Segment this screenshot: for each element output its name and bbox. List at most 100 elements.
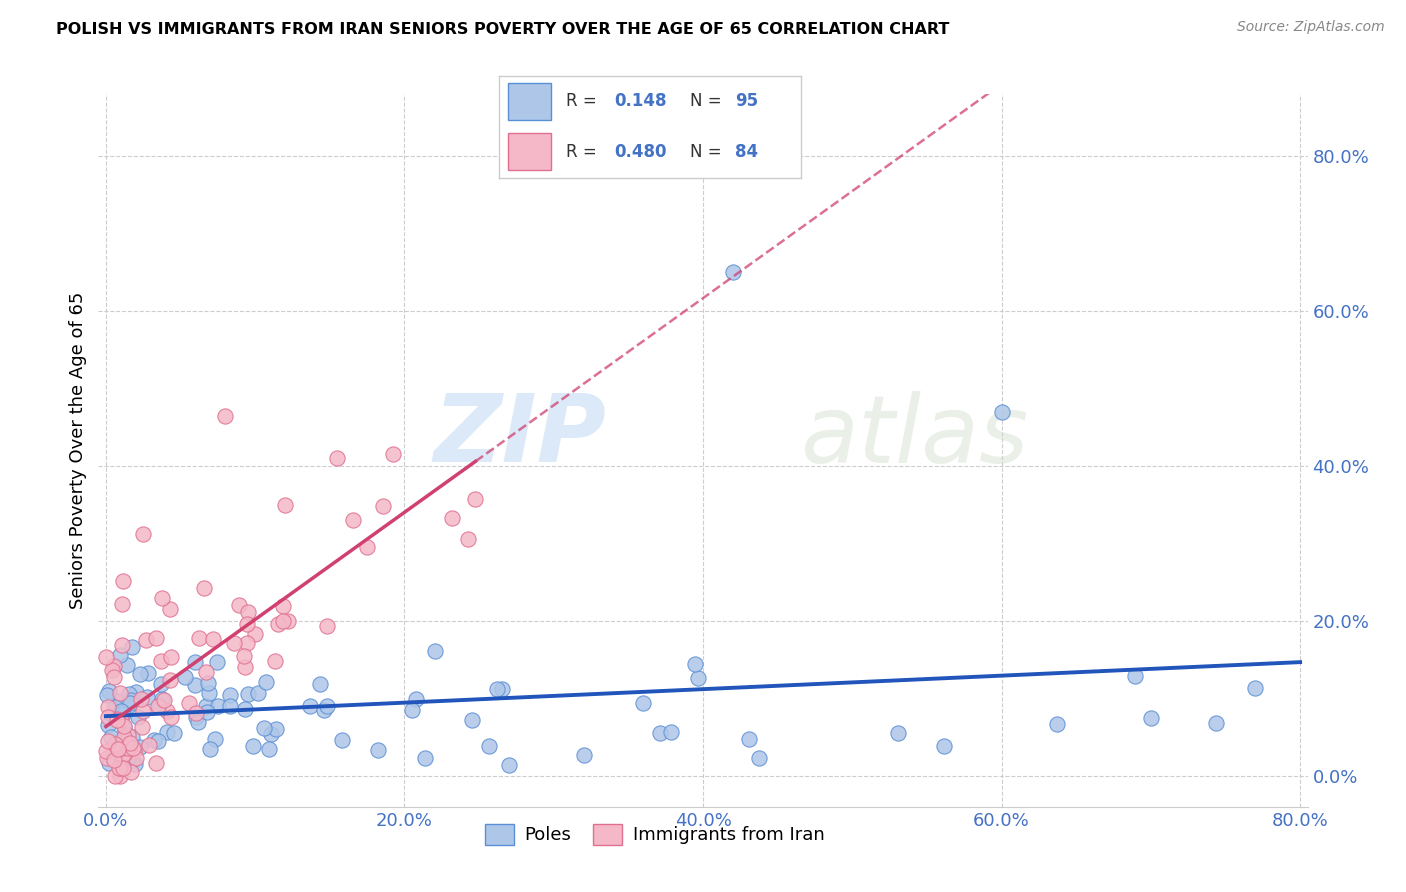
Point <box>131 719 153 733</box>
Point <box>260 727 283 741</box>
Text: R =: R = <box>565 93 602 111</box>
Point <box>457 533 479 547</box>
Point <box>112 761 135 775</box>
Point <box>97 756 120 770</box>
Point <box>202 632 225 646</box>
Point <box>122 740 145 755</box>
Point <box>111 707 134 722</box>
Point <box>112 574 135 588</box>
Point <box>478 739 501 754</box>
Text: N =: N = <box>689 143 727 161</box>
Point <box>121 753 143 767</box>
Point <box>205 655 228 669</box>
Point <box>688 671 710 685</box>
Point <box>274 498 297 512</box>
Point <box>195 706 218 720</box>
Point <box>242 739 264 753</box>
Point <box>195 665 218 679</box>
Point <box>149 677 172 691</box>
Point <box>114 746 136 760</box>
Point <box>121 640 143 655</box>
Point <box>108 760 131 774</box>
Point <box>146 734 169 748</box>
Point <box>464 492 486 507</box>
Text: ZIP: ZIP <box>433 390 606 483</box>
Point <box>572 747 595 762</box>
Point <box>103 658 125 673</box>
Point <box>277 615 299 629</box>
Text: 0.480: 0.480 <box>614 143 666 161</box>
Point <box>136 690 159 704</box>
Point <box>145 756 167 771</box>
Text: N =: N = <box>689 93 727 111</box>
Point <box>207 698 229 713</box>
Point <box>631 696 654 710</box>
Point <box>498 758 520 772</box>
Text: 84: 84 <box>735 143 758 161</box>
Point <box>243 627 266 641</box>
Point <box>183 655 205 669</box>
Point <box>326 451 349 466</box>
Point <box>193 581 215 595</box>
Point <box>356 540 378 554</box>
Point <box>932 739 955 754</box>
Point <box>423 644 446 658</box>
Point <box>110 761 132 775</box>
Point <box>748 750 770 764</box>
Point <box>145 631 167 645</box>
Point <box>312 703 335 717</box>
Text: atlas: atlas <box>800 391 1028 482</box>
Point <box>252 722 274 736</box>
Point <box>156 724 179 739</box>
Point <box>267 617 290 632</box>
Point <box>148 699 170 714</box>
Text: 0.148: 0.148 <box>614 93 666 111</box>
Point <box>187 631 209 645</box>
Point <box>1140 710 1163 724</box>
Point <box>117 744 139 758</box>
Point <box>104 742 127 756</box>
Point <box>461 714 484 728</box>
Point <box>108 648 131 662</box>
Point <box>112 730 135 744</box>
Point <box>648 726 671 740</box>
Point <box>117 658 139 673</box>
Point <box>174 670 197 684</box>
Point <box>117 751 139 765</box>
Point <box>271 615 294 629</box>
Point <box>491 681 513 696</box>
Point <box>401 703 423 717</box>
Point <box>222 636 245 650</box>
Point <box>330 732 353 747</box>
Point <box>150 692 173 706</box>
Point <box>127 709 149 723</box>
Point <box>1123 669 1146 683</box>
Point <box>1243 681 1265 695</box>
Point <box>120 765 142 780</box>
Point <box>105 713 128 727</box>
Point <box>159 649 181 664</box>
Point <box>104 737 127 751</box>
Point <box>254 674 277 689</box>
Point <box>236 636 259 650</box>
Point <box>129 667 152 681</box>
Point <box>120 696 142 710</box>
Point <box>117 728 139 742</box>
Point <box>371 500 394 514</box>
Point <box>342 513 364 527</box>
Point <box>110 769 132 783</box>
Point <box>148 699 170 714</box>
Point <box>659 725 682 739</box>
Point <box>138 739 160 753</box>
Point <box>150 654 173 668</box>
Point <box>104 700 127 714</box>
Point <box>381 447 404 461</box>
Point <box>100 730 122 744</box>
Point <box>263 655 285 669</box>
Point <box>198 686 221 700</box>
Point <box>110 713 132 727</box>
Point <box>107 739 129 754</box>
Point <box>124 685 146 699</box>
Point <box>1046 716 1069 731</box>
Point <box>486 681 509 696</box>
